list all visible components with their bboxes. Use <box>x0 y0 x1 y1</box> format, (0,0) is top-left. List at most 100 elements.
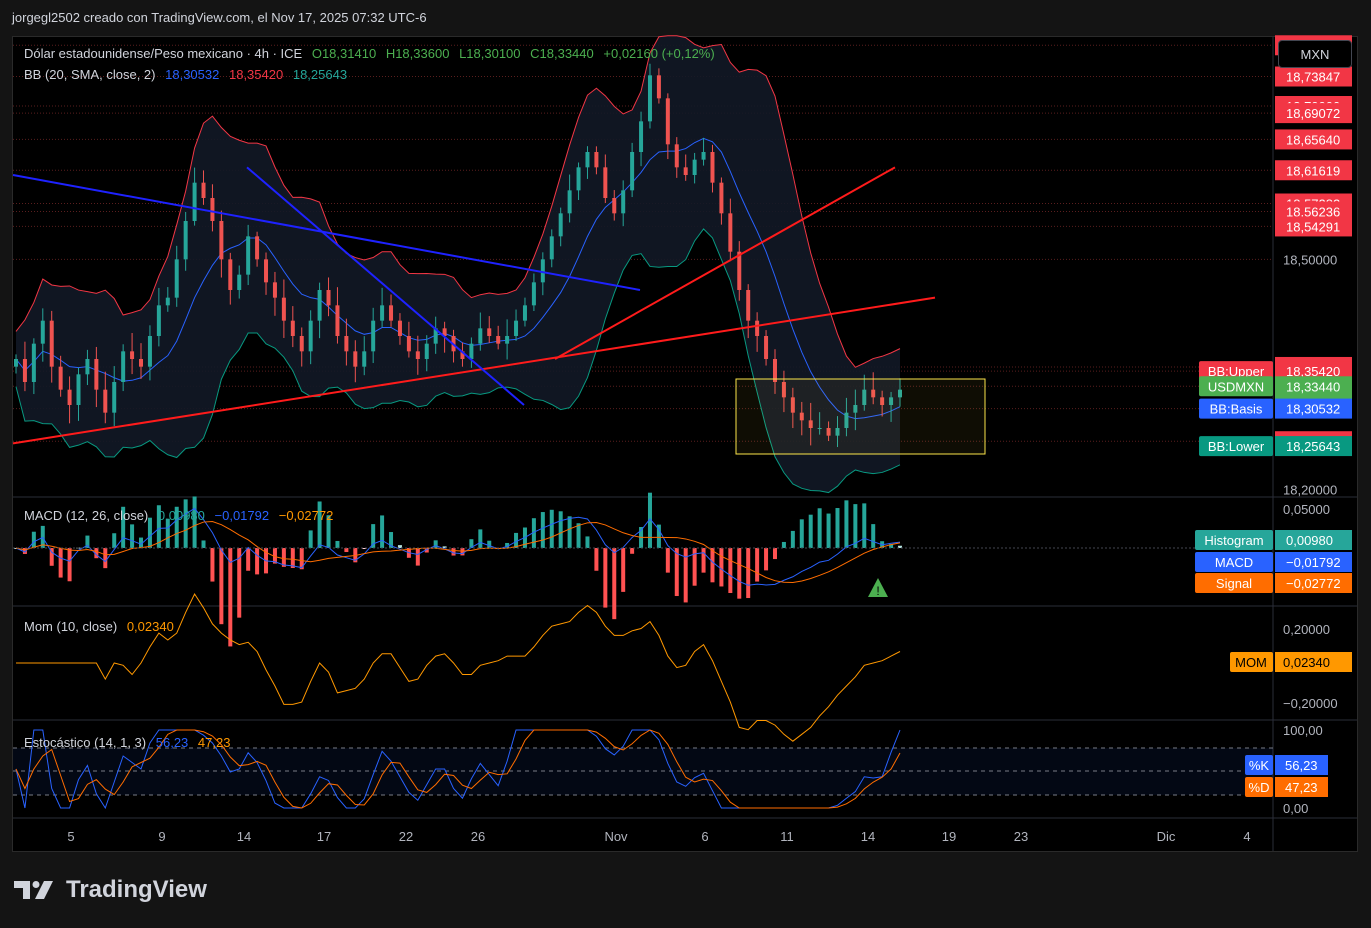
macd-series-badge <box>1195 573 1273 593</box>
candle-body <box>130 351 135 359</box>
macd-histogram-bar <box>746 548 751 599</box>
macd-histogram-bar <box>335 540 340 548</box>
macd-histogram-bar <box>737 548 742 599</box>
time-axis-tick: 26 <box>471 829 485 844</box>
macd-value-badge <box>1275 573 1352 593</box>
macd-histogram-bar <box>397 545 402 548</box>
macd-histogram-bar <box>549 509 554 548</box>
macd-histogram-bar <box>826 513 831 548</box>
candle-body <box>362 351 367 367</box>
trendline-blue-short <box>246 166 525 406</box>
macd-histogram-bar <box>174 506 179 548</box>
series-name-text: BB:Upper <box>1208 364 1265 379</box>
candle-body <box>585 152 590 168</box>
series-value-text: 18,25643 <box>1286 439 1340 454</box>
macd-histogram-bar <box>764 548 769 571</box>
time-axis-tick: 9 <box>158 829 165 844</box>
macd-line-value: −0,01792 <box>214 508 270 523</box>
candle-body <box>433 328 438 344</box>
price-label-badge <box>1275 129 1352 150</box>
macd-histogram-bar <box>326 515 331 548</box>
macd-histogram-bar <box>165 518 170 548</box>
time-axis-tick: 17 <box>317 829 331 844</box>
macd-signal-line <box>15 521 901 583</box>
candle-body <box>478 328 483 344</box>
mom-title: Mom (10, close) <box>24 619 118 634</box>
candle-body <box>156 305 161 336</box>
price-label-text: 18,56236 <box>1286 205 1340 220</box>
macd-histogram-bar <box>781 541 786 548</box>
macd-hist-value: 0,00980 <box>157 508 205 523</box>
candle-body <box>246 236 251 275</box>
macd-histogram-bar <box>317 501 322 548</box>
stoch-d-line <box>15 729 901 809</box>
macd-histogram-bar <box>290 548 295 568</box>
ohlc-open: O18,31410 <box>311 46 377 61</box>
candle-body <box>683 167 688 175</box>
candle-body <box>674 144 679 168</box>
macd-histogram-bar <box>656 524 661 548</box>
trendline-red-lower <box>12 296 936 445</box>
time-axis-tick: 22 <box>399 829 413 844</box>
price-axis-tick: 18,50000 <box>1283 252 1337 267</box>
time-axis-tick: 6 <box>701 829 708 844</box>
candle-body <box>290 320 295 336</box>
macd-histogram-bar <box>22 548 27 554</box>
candle-body <box>737 251 742 290</box>
macd-histogram-bar <box>103 548 108 569</box>
macd-histogram-bar <box>719 548 724 587</box>
candle-body <box>147 336 152 367</box>
candle-body <box>844 412 849 428</box>
macd-histogram-bar <box>237 548 242 618</box>
macd-histogram-bar <box>201 540 206 548</box>
candle-body <box>165 297 170 306</box>
macd-histogram-bar <box>772 548 777 560</box>
macd-histogram-bar <box>272 548 277 564</box>
macd-histogram-bar <box>692 548 697 586</box>
candle-body <box>862 389 867 405</box>
macd-histogram-bar <box>255 548 260 575</box>
macd-series-value: −0,02772 <box>1286 576 1341 591</box>
macd-histogram-bar <box>299 548 304 570</box>
macd-histogram-bar <box>281 548 286 567</box>
macd-series-badge <box>1195 552 1273 572</box>
currency-button[interactable]: MXN <box>1278 40 1352 68</box>
macd-title: MACD (12, 26, close) <box>24 508 149 523</box>
candle-body <box>14 359 18 367</box>
tradingview-logo[interactable]: TradingView <box>14 876 207 904</box>
macd-histogram-bar <box>514 532 519 548</box>
macd-histogram-bar <box>621 548 626 592</box>
macd-histogram-bar <box>362 548 367 549</box>
candle-body <box>728 213 733 252</box>
candle-body <box>424 343 429 359</box>
candle-body <box>603 167 608 198</box>
bb-basis-value: 18,30532 <box>165 67 220 82</box>
candle-body <box>335 305 340 336</box>
time-axis-tick: 14 <box>237 829 251 844</box>
macd-histogram-bar <box>594 548 599 571</box>
macd-histogram-bar <box>112 533 117 548</box>
mom-series-value: 0,02340 <box>1283 655 1330 670</box>
candle-body <box>201 182 206 198</box>
macd-histogram-bar <box>576 523 581 548</box>
macd-histogram-bar <box>139 537 144 548</box>
stoch-series-badge <box>1245 755 1273 775</box>
candle-body <box>540 259 545 283</box>
main-legend: Dólar estadounidense/Peso mexicano · 4h … <box>24 46 721 61</box>
candle-body <box>442 328 447 336</box>
candle-body <box>522 305 527 321</box>
candle-body <box>371 320 376 352</box>
candle-body <box>487 328 492 336</box>
price-label-text: 18,65640 <box>1286 132 1340 147</box>
candle-body <box>344 336 349 352</box>
macd-axis-tick: 0,05000 <box>1283 502 1330 517</box>
macd-histogram-bar <box>94 548 99 559</box>
candle-body <box>317 290 322 321</box>
stoch-series-badge <box>1245 777 1273 797</box>
candle-body <box>183 221 188 260</box>
macd-histogram-bar <box>85 535 90 548</box>
candle-body <box>112 382 117 413</box>
ohlc-high: H18,33600 <box>385 46 450 61</box>
series-name-badge <box>1199 361 1273 382</box>
